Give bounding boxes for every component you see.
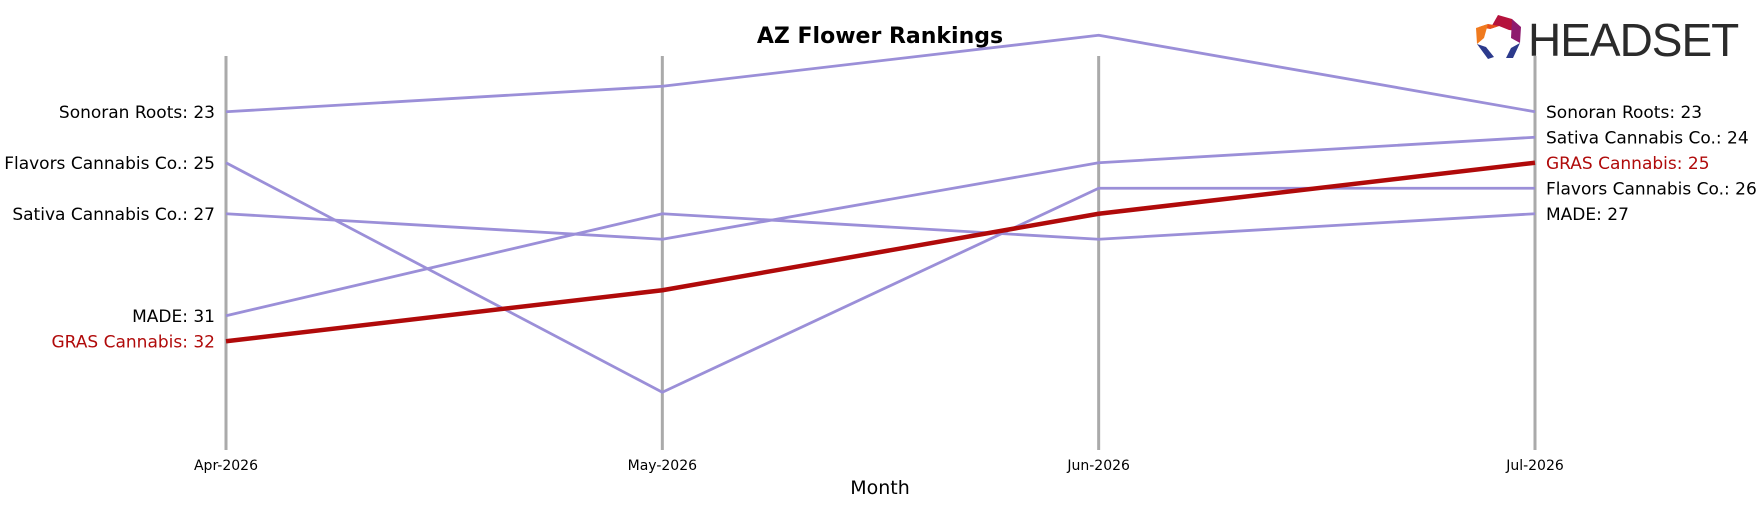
start-label-flavors-cannabis-co: Flavors Cannabis Co.: 25 [4, 154, 215, 174]
x-tick-label-apr-2026: Apr-2026 [194, 458, 258, 474]
chart-title: AZ Flower Rankings [757, 24, 1003, 49]
end-label-made: MADE: 27 [1546, 205, 1629, 225]
end-label-gras-cannabis: GRAS Cannabis: 25 [1546, 154, 1710, 174]
series-line-gras-cannabis [225, 160, 1536, 344]
end-label-sonoran-roots: Sonoran Roots: 23 [1546, 103, 1702, 123]
series-line-made [225, 212, 1536, 318]
start-label-gras-cannabis: GRAS Cannabis: 32 [51, 332, 215, 352]
headset-logo-text: HEADSET [1528, 14, 1739, 66]
series-lines [225, 33, 1536, 394]
month-axes [224, 56, 1537, 450]
x-tick-labels: Apr-2026 May-2026 Jun-2026 Jul-2026 [194, 458, 1564, 474]
start-label-made: MADE: 31 [132, 307, 215, 327]
end-label-sativa-cannabis-co: Sativa Cannabis Co.: 24 [1546, 128, 1749, 148]
x-tick-label-jun-2026: Jun-2026 [1066, 458, 1130, 474]
x-tick-label-may-2026: May-2026 [628, 458, 697, 474]
series-line-sativa-cannabis-co [225, 135, 1536, 241]
end-label-flavors-cannabis-co: Flavors Cannabis Co.: 26 [1546, 179, 1757, 199]
headset-logo: HEADSET [1476, 14, 1740, 66]
x-axis-label: Month [850, 477, 910, 499]
start-label-sativa-cannabis-co: Sativa Cannabis Co.: 27 [12, 205, 215, 225]
headset-logo-icon [1476, 15, 1521, 59]
start-label-sonoran-roots: Sonoran Roots: 23 [59, 103, 215, 123]
x-tick-label-jul-2026: Jul-2026 [1505, 458, 1564, 474]
series-line-flavors-cannabis-co [225, 161, 1535, 394]
series-labels: Sonoran Roots: 23 Sonoran Roots: 23 Sativa… [4, 103, 1757, 353]
series-line-sonoran-roots [225, 33, 1536, 114]
